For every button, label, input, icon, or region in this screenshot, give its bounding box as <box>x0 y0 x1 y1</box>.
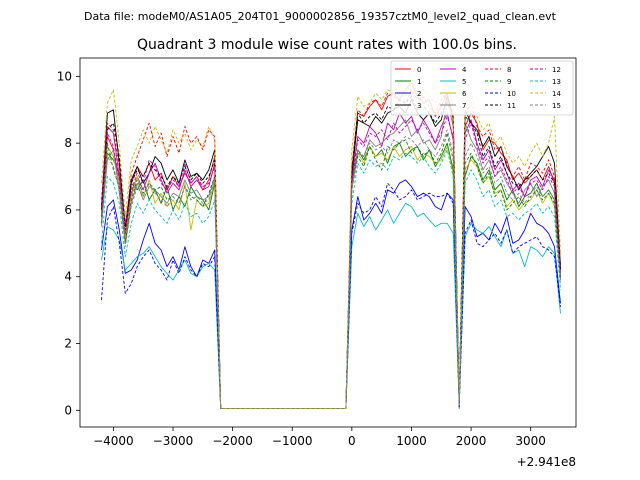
series-line-14 <box>101 79 561 410</box>
x-tick-label: 3000 <box>515 434 546 448</box>
x-tick-label: −1000 <box>272 434 313 448</box>
x-tick-label: 1000 <box>396 434 427 448</box>
legend-label-6: 6 <box>462 90 467 98</box>
y-tick-label: 4 <box>64 270 72 284</box>
x-offset-label: +2.941e8 <box>517 455 576 469</box>
series-line-3 <box>101 95 561 410</box>
series-line-5 <box>101 202 561 410</box>
legend-label-4: 4 <box>462 66 467 74</box>
legend-label-0: 0 <box>417 66 421 74</box>
x-tick-label: −3000 <box>153 434 194 448</box>
legend-label-10: 10 <box>507 90 516 98</box>
y-tick-label: 0 <box>64 403 72 417</box>
legend-label-9: 9 <box>507 78 511 86</box>
legend-label-15: 15 <box>552 102 561 110</box>
legend-label-11: 11 <box>507 102 516 110</box>
legend-label-13: 13 <box>552 78 561 86</box>
plot-frame <box>79 57 577 428</box>
series-line-11 <box>101 95 561 410</box>
y-tick-label: 6 <box>64 203 72 217</box>
series-layer <box>101 79 561 410</box>
legend-label-12: 12 <box>552 66 561 74</box>
series-line-10 <box>101 182 561 410</box>
y-tick-label: 10 <box>57 69 72 83</box>
legend-label-8: 8 <box>507 66 511 74</box>
x-tick-label: −2000 <box>212 434 253 448</box>
series-line-9 <box>101 132 561 410</box>
x-tick-label: 0 <box>348 434 356 448</box>
y-tick-label: 2 <box>64 337 72 351</box>
legend-label-1: 1 <box>417 78 421 86</box>
series-line-8 <box>101 89 561 410</box>
series-line-0 <box>101 82 561 410</box>
y-tick-label: 8 <box>64 136 72 150</box>
legend-label-2: 2 <box>417 90 421 98</box>
legend-box <box>390 60 574 116</box>
legend-label-3: 3 <box>417 102 421 110</box>
legend-label-14: 14 <box>552 90 561 98</box>
x-tick-label: 2000 <box>456 434 487 448</box>
series-line-13 <box>101 149 561 410</box>
data-file-label: Data file: modeM0/AS1A05_204T01_90000028… <box>84 10 557 23</box>
chart-title: Quadrant 3 module wise count rates with … <box>137 37 517 53</box>
series-line-15 <box>101 129 561 410</box>
legend-label-5: 5 <box>462 78 466 86</box>
x-tick-label: −4000 <box>93 434 134 448</box>
series-line-2 <box>101 179 561 410</box>
legend-label-7: 7 <box>462 102 466 110</box>
